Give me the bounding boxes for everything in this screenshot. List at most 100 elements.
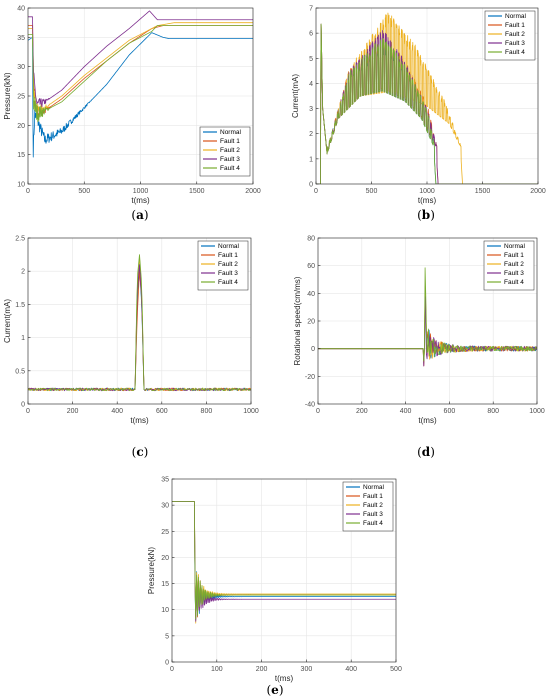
legend-entry: Normal xyxy=(218,243,240,250)
x-tick-label: 400 xyxy=(400,408,412,415)
x-tick-label: 500 xyxy=(366,188,378,195)
y-tick-label: 10 xyxy=(161,607,169,614)
y-tick-label: 0 xyxy=(165,660,169,667)
y-tick-label: -40 xyxy=(305,402,315,409)
panel-label-close: ) xyxy=(144,208,149,222)
y-tick-label: 5 xyxy=(309,56,313,63)
y-tick-label: 80 xyxy=(307,236,315,243)
y-tick-label: 0 xyxy=(311,346,315,353)
legend-entry: Fault 1 xyxy=(220,138,240,145)
x-tick-label: 0 xyxy=(26,188,30,195)
y-tick-label: 6 xyxy=(309,31,313,38)
x-tick-label: 1000 xyxy=(133,188,149,195)
legend-entry: Fault 1 xyxy=(218,252,238,259)
y-tick-label: 40 xyxy=(307,291,315,298)
x-tick-label: 100 xyxy=(211,666,223,673)
y-tick-label: 2 xyxy=(21,269,25,276)
panel-label-open: ( xyxy=(131,208,136,222)
y-tick-label: -20 xyxy=(305,374,315,381)
chart-panel-d: 0 200 400 600 800 1000 -40 -20 0 20 40 60 80 t(ms) Rot… xyxy=(293,236,545,460)
legend-entry: Normal xyxy=(220,129,242,136)
y-tick-label: 25 xyxy=(17,94,25,101)
series-group-e xyxy=(172,501,396,624)
x-tick-label: 500 xyxy=(78,188,90,195)
y-tick-label: 15 xyxy=(17,152,25,159)
series-line-fault-3 xyxy=(172,501,396,622)
x-tick-label: 1500 xyxy=(189,188,205,195)
x-tick-label: 0 xyxy=(26,408,30,415)
y-tick-label: 30 xyxy=(17,64,25,71)
legend-entry: Fault 3 xyxy=(218,270,238,277)
y-tick-label: 25 xyxy=(161,529,169,536)
x-axis-label: t(ms) xyxy=(418,416,437,425)
x-tick-label: 400 xyxy=(111,408,123,415)
chart-panel-a: 0 500 1000 1500 2000 10 15 20 25 30 35 40 t(ms) Press… xyxy=(3,6,261,223)
panel-label-open: ( xyxy=(417,445,422,459)
x-tick-label: 1500 xyxy=(475,188,491,195)
legend-entry: Normal xyxy=(505,13,527,20)
x-tick-label: 600 xyxy=(444,408,456,415)
series-group-c xyxy=(28,254,251,392)
y-tick-label: 1 xyxy=(21,335,25,342)
x-axis-label: t(ms) xyxy=(130,416,149,425)
legend-entry: Normal xyxy=(504,243,526,250)
legend-entry: Fault 1 xyxy=(505,22,525,29)
legend-entry: Fault 4 xyxy=(218,279,238,286)
legend-b: Normal Fault 1 Fault 2 Fault 3 Fault 4 xyxy=(484,10,536,61)
y-axis-label: Pressure(kN) xyxy=(147,547,156,594)
y-tick-label: 1.5 xyxy=(15,302,25,309)
panel-label-open: ( xyxy=(266,683,271,697)
x-axis-label: t(ms) xyxy=(131,196,150,205)
y-axis-label: Rotational speed(cm/ms) xyxy=(293,276,302,365)
y-axis-label: Current(mA) xyxy=(3,299,12,343)
x-tick-label: 800 xyxy=(201,408,213,415)
legend-c: Normal Fault 1 Fault 2 Fault 3 Fault 4 xyxy=(197,240,249,291)
panel-label-open: ( xyxy=(417,208,422,222)
y-tick-label: 3 xyxy=(309,106,313,113)
x-tick-label: 600 xyxy=(156,408,168,415)
y-tick-label: 0 xyxy=(21,402,25,409)
x-tick-label: 300 xyxy=(301,666,313,673)
x-tick-label: 0 xyxy=(314,188,318,195)
y-tick-label: 20 xyxy=(307,319,315,326)
legend-entry: Fault 4 xyxy=(504,279,524,286)
x-tick-label: 500 xyxy=(390,666,402,673)
legend-a: Normal Fault 1 Fault 2 Fault 3 Fault 4 xyxy=(199,126,251,177)
legend-d: Normal Fault 1 Fault 2 Fault 3 Fault 4 xyxy=(483,240,535,291)
panel-label-b: (b) xyxy=(417,208,435,222)
y-tick-label: 20 xyxy=(17,123,25,130)
series-line-fault-2 xyxy=(28,22,253,115)
panel-label-close: ) xyxy=(430,208,435,222)
y-tick-label: 30 xyxy=(161,503,169,510)
legend-box xyxy=(199,126,251,177)
x-tick-label: 0 xyxy=(170,666,174,673)
legend-e: Normal Fault 1 Fault 2 Fault 3 Fault 4 xyxy=(342,481,394,532)
chart-panel-b: 0 500 1000 1500 2000 0 1 2 3 4 5 6 7 t(ms) Current(mA)… xyxy=(291,6,546,223)
legend-entry: Fault 4 xyxy=(363,520,383,527)
panel-label-a: (a) xyxy=(131,208,148,222)
y-tick-label: 0.5 xyxy=(15,368,25,375)
legend-box xyxy=(197,240,249,291)
panel-label-close: ) xyxy=(279,683,284,697)
legend-entry: Fault 3 xyxy=(220,156,240,163)
series-line-fault-4 xyxy=(28,254,251,392)
series-line-fault-4 xyxy=(316,23,538,184)
x-tick-label: 0 xyxy=(316,408,320,415)
legend-entry: Fault 1 xyxy=(504,252,524,259)
x-axis-label: t(ms) xyxy=(418,196,437,205)
y-tick-label: 4 xyxy=(309,81,313,88)
series-line-fault-3 xyxy=(28,10,253,108)
y-tick-label: 40 xyxy=(17,6,25,13)
panel-label-close: ) xyxy=(430,445,435,459)
y-axis-label: Pressure(kN) xyxy=(3,72,12,119)
x-tick-label: 400 xyxy=(345,666,357,673)
x-tick-label: 800 xyxy=(487,408,499,415)
x-tick-label: 2000 xyxy=(245,188,261,195)
legend-entry: Fault 1 xyxy=(363,493,383,500)
panel-label-c: (c) xyxy=(132,445,149,459)
y-tick-label: 20 xyxy=(161,555,169,562)
legend-entry: Fault 4 xyxy=(505,49,525,56)
panel-label-open: ( xyxy=(132,445,137,459)
y-tick-label: 0 xyxy=(309,182,313,189)
